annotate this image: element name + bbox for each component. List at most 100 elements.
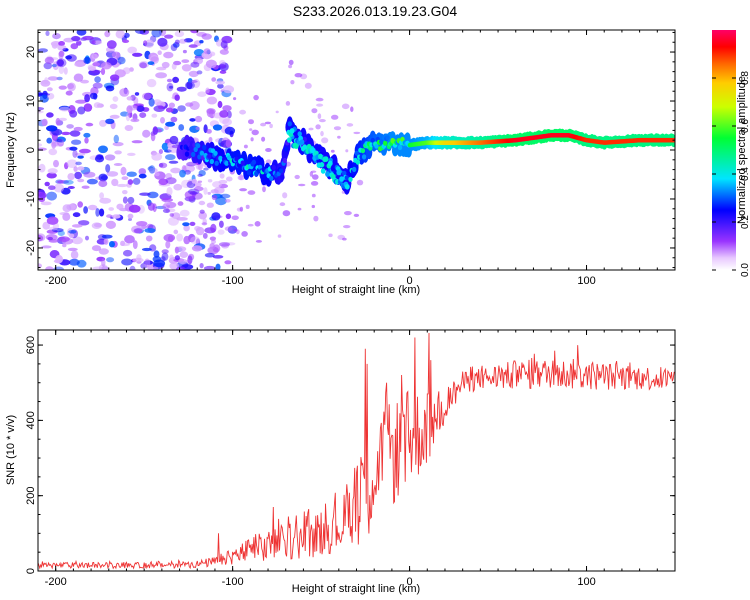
noise-blob <box>134 92 140 96</box>
noise-blob <box>58 50 65 58</box>
noise-blob <box>114 150 122 155</box>
noise-blob <box>51 228 64 233</box>
ridge-branch <box>327 160 333 167</box>
noise-blob <box>44 77 49 84</box>
noise-blob <box>183 224 190 232</box>
noise-blob <box>143 40 148 47</box>
x-tick-label: 100 <box>577 275 595 287</box>
noise-blob <box>225 139 232 148</box>
noise-blob <box>190 236 201 244</box>
noise-blob <box>320 130 324 137</box>
noise-blob <box>77 201 83 208</box>
noise-blob <box>98 264 108 270</box>
noise-blob <box>144 228 156 233</box>
noise-blob <box>88 66 96 71</box>
noise-blob <box>215 196 227 206</box>
noise-blob <box>132 257 144 263</box>
noise-blob <box>304 82 312 89</box>
noise-blob <box>328 233 333 238</box>
noise-blob <box>219 70 227 74</box>
noise-blob <box>160 117 165 124</box>
noise-blob <box>193 186 204 192</box>
noise-blob <box>308 127 314 131</box>
noise-blob <box>211 194 218 201</box>
noise-blob <box>225 213 232 220</box>
noise-blob <box>353 213 360 217</box>
ridge-core <box>352 166 357 172</box>
noise-blob <box>279 202 286 207</box>
ridge-core <box>383 140 388 146</box>
noise-blob <box>148 165 156 174</box>
noise-blob <box>71 35 81 42</box>
noise-blob <box>337 135 341 139</box>
colorbar-tick-label: 0.8 <box>740 71 750 85</box>
noise-blob <box>81 185 90 189</box>
noise-blob <box>41 118 48 127</box>
ridge-core <box>400 136 405 142</box>
noise-blob <box>38 48 48 53</box>
noise-blob <box>176 86 187 92</box>
noise-blob <box>62 243 67 248</box>
noise-blob <box>165 240 171 249</box>
noise-blob <box>309 171 314 177</box>
noise-blob <box>67 83 74 90</box>
noise-blob <box>201 222 208 226</box>
noise-blob <box>46 191 57 201</box>
noise-blob <box>152 126 158 135</box>
noise-blob <box>136 105 145 112</box>
ridge-core <box>344 175 349 181</box>
noise-blob <box>195 226 205 236</box>
noise-blob <box>153 266 159 270</box>
noise-blob <box>80 79 89 84</box>
noise-blob <box>46 137 52 144</box>
noise-blob <box>237 175 245 181</box>
noise-blob <box>151 152 163 161</box>
noise-blob <box>196 32 207 37</box>
ridge-core <box>240 160 245 166</box>
noise-blob <box>105 164 111 173</box>
noise-blob <box>226 176 233 182</box>
noise-blob <box>158 162 168 169</box>
noise-blob <box>166 187 173 196</box>
noise-blob <box>44 56 55 64</box>
noise-blob <box>178 258 188 265</box>
noise-blob <box>72 212 81 218</box>
ridge-branch <box>320 168 326 174</box>
noise-blob <box>99 208 105 217</box>
noise-blob <box>350 106 354 112</box>
noise-blob <box>99 119 107 127</box>
noise-blob <box>148 167 158 174</box>
noise-blob <box>100 175 108 181</box>
noise-blob <box>294 73 303 78</box>
noise-blob <box>298 183 306 187</box>
ridge-core <box>209 158 214 165</box>
noise-blob <box>166 82 174 92</box>
noise-blob <box>217 83 224 89</box>
noise-blob <box>95 208 100 217</box>
ridge-branch <box>286 137 292 143</box>
noise-blob <box>161 197 173 203</box>
noise-blob <box>173 60 182 66</box>
noise-blob <box>139 192 151 196</box>
ridge-core <box>224 160 229 166</box>
noise-blob <box>218 179 228 184</box>
noise-blob <box>153 250 160 258</box>
noise-blob <box>145 235 153 242</box>
y-tick-label: 0 <box>25 147 37 153</box>
noise-blob <box>56 76 63 81</box>
noise-blob <box>241 231 248 237</box>
noise-blob <box>101 234 113 239</box>
noise-blob <box>142 92 152 100</box>
noise-blob <box>101 258 106 267</box>
noise-blob <box>91 53 99 60</box>
noise-blob <box>38 107 45 111</box>
noise-blob <box>111 178 119 187</box>
ridge-core <box>379 139 384 145</box>
noise-blob <box>187 255 193 265</box>
noise-blob <box>62 212 71 221</box>
noise-blob <box>99 197 112 204</box>
noise-blob <box>127 179 134 185</box>
noise-blob <box>85 235 89 241</box>
noise-blob <box>169 213 174 217</box>
